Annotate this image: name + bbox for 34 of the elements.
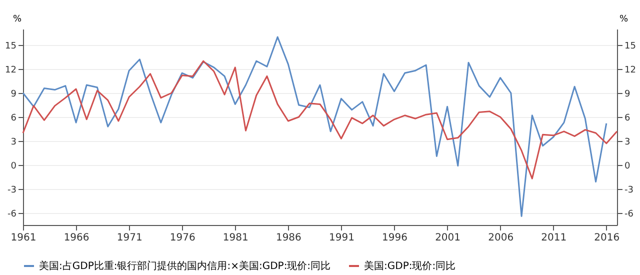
x-tick-label: 1991	[328, 232, 354, 244]
x-tick-label: 2006	[488, 232, 514, 244]
x-tick-label: 1971	[116, 232, 142, 244]
x-tick-label: 1996	[382, 232, 408, 244]
x-tick-label: 1961	[10, 232, 36, 244]
line-series	[22, 36, 608, 217]
y-tick-label: -3	[8, 186, 16, 196]
x-tick-label: 1976	[170, 232, 196, 244]
x-tick-label: 2016	[594, 232, 620, 244]
y2-tick-label: 9	[624, 90, 630, 100]
x-tick-label: 1966	[64, 232, 90, 244]
y-tick-label: -6	[8, 210, 17, 220]
y2-tick-label: 6	[624, 114, 630, 124]
y2-tick-label: 15	[624, 42, 636, 52]
y-tick-label: 6	[10, 114, 17, 124]
x-tick-label: 2011	[541, 232, 567, 244]
legend-label: 美国:GDP:现价:同比	[364, 260, 456, 272]
x-tick-label: 2001	[435, 232, 461, 244]
x-tick-label: 1986	[276, 232, 302, 244]
line-series	[22, 60, 618, 180]
y-tick-label: 0	[10, 162, 17, 172]
y-tick-label: 15	[5, 42, 16, 52]
y-tick-label: 9	[10, 90, 17, 100]
y2-tick-label: 0	[624, 162, 630, 172]
y2-tick-label: 3	[624, 138, 630, 148]
y-axis-title: %	[12, 14, 22, 24]
y-tick-label: 3	[10, 138, 16, 148]
y2-tick-label: -6	[624, 210, 634, 220]
x-tick-label: 1981	[222, 232, 248, 244]
y-tick-label: 12	[5, 66, 16, 76]
y2-axis-title: %	[620, 14, 628, 24]
y2-tick-label: 12	[624, 66, 636, 76]
y2-tick-label: -3	[624, 186, 634, 196]
legend-label: 美国:占GDP比重:银行部门提供的国内信用:×美国:GDP:现价:同比	[39, 260, 331, 272]
